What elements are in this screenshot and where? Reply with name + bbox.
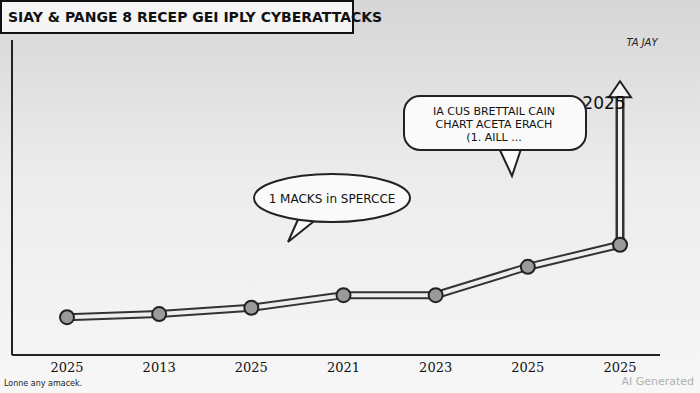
svg-text:2021: 2021 [327, 360, 360, 375]
svg-text:IA CUS BRETTAIL CAIN: IA CUS BRETTAIL CAIN [433, 105, 555, 118]
svg-text:2025: 2025 [603, 360, 636, 375]
svg-text:2025: 2025 [235, 360, 268, 375]
svg-text:(1. AILL ...: (1. AILL ... [466, 131, 521, 144]
html-text:AI Generated: AI Generated [621, 375, 694, 388]
html-text:Lonne any amacek.: Lonne any amacek. [4, 379, 83, 388]
svg-text:2025: 2025 [582, 93, 625, 113]
svg-text:TA JAY: TA JAY [626, 37, 658, 48]
svg-text:2013: 2013 [143, 360, 176, 375]
svg-text:2025: 2025 [511, 360, 544, 375]
svg-text:2023: 2023 [419, 360, 452, 375]
svg-text:1 MACKS in SPERCCE: 1 MACKS in SPERCCE [269, 192, 396, 206]
svg-text:CHART ACETA ERACH: CHART ACETA ERACH [436, 118, 553, 131]
html-text:SIAY & PANGE 8 RECEP GEI IPLY: SIAY & PANGE 8 RECEP GEI IPLY CYBERATTAC… [8, 9, 383, 25]
svg-text:2025: 2025 [50, 360, 83, 375]
